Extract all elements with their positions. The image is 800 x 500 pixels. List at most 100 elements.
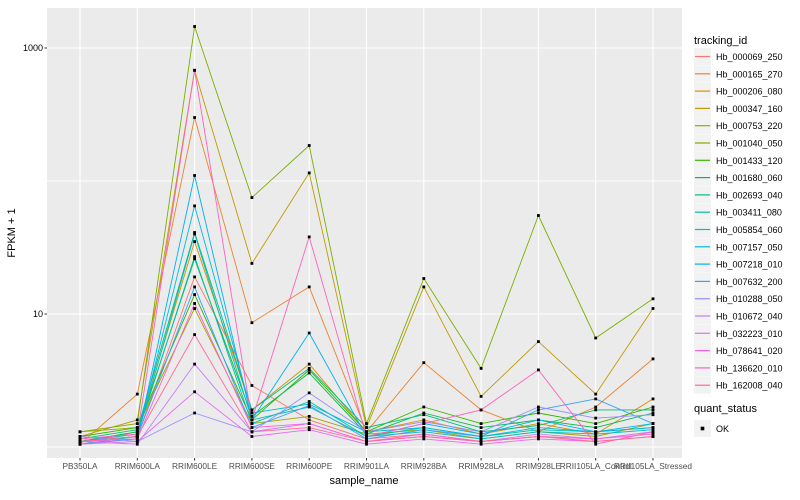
data-point-Hb_136620_010-PB350LA <box>78 437 82 441</box>
data-point-Hb_001040_050-RRIM600PE <box>307 144 311 147</box>
data-point-Hb_007632_200-RRIM901LA <box>365 437 368 441</box>
x-tick-label-RRIM600PE: RRIM600PE <box>286 461 333 471</box>
y-axis-title: FPKM + 1 <box>6 208 18 257</box>
legend-item-Hb_000069_250: Hb_000069_250 <box>694 48 783 65</box>
x-tick-labels: PB350LA RRIM600LA RRIM600LE RRIM600SE RRIM60… <box>62 461 692 471</box>
data-point-Hb_162008_040-RRIM928LE <box>537 435 540 438</box>
data-point-Hb_000206_080-RRIM928BA <box>422 418 426 422</box>
data-point-Hb_001040_050-RRIM600LE <box>193 25 196 28</box>
data-point-Hb_007218_010-RRII105LA_Stressed <box>651 426 655 429</box>
data-point-Hb_003411_080-RRIM600PE <box>307 400 311 403</box>
data-point-Hb_001433_120-RRIM600PE <box>307 368 311 372</box>
data-point-Hb_003411_080-RRIM600SE <box>250 422 254 425</box>
legend-item-Hb_010288_050: Hb_010288_050 <box>694 290 783 308</box>
legend-item-Hb_001040_050: Hb_001040_050 <box>694 134 783 152</box>
data-point-Hb_078641_020-RRIM600LA <box>135 437 139 441</box>
legend-item-Hb_162008_040: Hb_162008_040 <box>694 376 783 394</box>
data-points <box>78 25 655 446</box>
data-point-Hb_000347_160-RRII105LA_Control <box>594 392 598 396</box>
data-point-Hb_162008_040-RRIM928LA <box>479 440 483 443</box>
y-tick-label-1000: 1000 <box>23 43 43 53</box>
legend-item-Hb_000165_270: Hb_000165_270 <box>694 65 783 83</box>
legend-item-Hb_078641_020: Hb_078641_020 <box>694 342 783 360</box>
data-point-Hb_136620_010-RRIM600LE <box>193 68 196 72</box>
quant-status-point-icon <box>700 426 705 431</box>
data-point-Hb_001680_060-RRIM928BA <box>422 411 426 415</box>
data-point-Hb_001040_050-RRIM901LA <box>365 422 368 425</box>
data-point-Hb_000347_160-RRIM600SE <box>250 262 254 265</box>
data-point-Hb_032223_010-RRIM600LE <box>193 390 196 394</box>
data-point-Hb_005854_060-RRIM600LE <box>193 232 196 236</box>
data-point-Hb_010288_050-RRIM928LA <box>479 430 483 434</box>
data-point-Hb_000347_160-RRIM928LA <box>479 395 483 398</box>
data-point-Hb_007632_200-RRIM928BA <box>422 428 426 432</box>
legend-label: Hb_032223_010 <box>716 329 783 339</box>
data-point-Hb_002693_040-RRIM901LA <box>365 426 368 429</box>
legend-item-Hb_003411_080: Hb_003411_080 <box>694 203 782 221</box>
x-tick-label-PB350LA: PB350LA <box>62 461 98 471</box>
data-point-Hb_001040_050-RRIM928BA <box>422 277 426 280</box>
data-point-Hb_000347_160-RRIM928LE <box>537 340 540 343</box>
legend-label: Hb_001680_060 <box>716 173 783 183</box>
data-point-Hb_162008_040-RRIM600PE <box>307 426 311 429</box>
data-point-Hb_136620_010-RRIM600PE <box>307 235 311 239</box>
legend-item-Hb_001433_120: Hb_001433_120 <box>694 151 783 169</box>
data-point-Hb_007157_050-RRIM928LE <box>537 426 540 429</box>
x-tick-label-RRIM928BA: RRIM928BA <box>401 461 448 471</box>
data-point-Hb_000753_220-RRII105LA_Control <box>594 435 598 438</box>
data-point-Hb_007218_010-RRII105LA_Control <box>594 430 598 434</box>
data-point-Hb_136620_010-RRIM901LA <box>365 435 368 438</box>
data-point-Hb_001040_050-RRIM928LA <box>479 367 483 370</box>
data-point-Hb_001680_060-RRIM600SE <box>250 415 254 418</box>
data-point-Hb_000347_160-RRIM600PE <box>307 171 311 175</box>
legend-label: Hb_007632_200 <box>716 277 783 287</box>
legend-item-Hb_005854_060: Hb_005854_060 <box>694 221 783 238</box>
data-point-Hb_002693_040-RRIM600PE <box>307 367 311 370</box>
data-point-Hb_010288_050-PB350LA <box>78 435 82 438</box>
data-point-Hb_005854_060-RRIM928LA <box>479 437 483 441</box>
data-point-Hb_007632_200-RRIM600LE <box>193 285 196 289</box>
data-point-Hb_010288_050-RRII105LA_Stressed <box>651 413 655 417</box>
data-point-Hb_032223_010-RRIM901LA <box>365 442 368 446</box>
legend-label: Hb_003411_080 <box>716 208 782 218</box>
legend-label: Hb_078641_020 <box>716 346 783 356</box>
data-point-Hb_005854_060-RRIM928BA <box>422 430 426 434</box>
data-point-Hb_001433_120-RRIM928LA <box>479 422 483 425</box>
quant-status-items: OK <box>694 420 729 437</box>
data-point-Hb_007218_010-RRIM928LA <box>479 432 483 436</box>
data-point-Hb_032223_010-RRIM600SE <box>250 435 254 438</box>
data-point-Hb_032223_010-PB350LA <box>78 442 82 446</box>
x-tick-label-RRII105LA_Control: RRII105LA_Control <box>560 461 632 471</box>
data-point-Hb_001433_120-RRII105LA_Stressed <box>651 405 655 409</box>
data-point-Hb_001433_120-RRIM600LA <box>135 426 139 429</box>
legend-title-quant-status: quant_status <box>694 403 757 415</box>
data-point-Hb_136620_010-RRII105LA_Stressed <box>651 430 655 434</box>
data-point-Hb_000165_270-RRIM600LE <box>193 116 196 119</box>
legend-label: Hb_010288_050 <box>716 294 783 304</box>
legend-label: Hb_000206_080 <box>716 87 783 97</box>
legend-items: Hb_000069_250 Hb_000165_270 Hb_000206_080 H… <box>694 48 783 394</box>
data-point-Hb_001680_060-RRIM600LE <box>193 257 196 261</box>
data-point-Hb_010288_050-RRIM600LE <box>193 411 196 415</box>
legend-label: Hb_000165_270 <box>716 69 783 79</box>
quant-status-label: OK <box>716 424 729 434</box>
x-tick-label-RRIM600LE: RRIM600LE <box>172 461 218 471</box>
data-point-Hb_032223_010-RRIM600LA <box>135 440 139 443</box>
data-point-Hb_000206_080-RRIM600LE <box>193 240 196 243</box>
data-point-Hb_007632_200-RRII105LA_Stressed <box>651 422 655 425</box>
data-point-Hb_000347_160-RRII105LA_Stressed <box>651 307 655 310</box>
legend-item-Hb_001680_060: Hb_001680_060 <box>694 169 783 187</box>
legend-label: Hb_005854_060 <box>716 225 783 235</box>
data-point-Hb_000165_270-RRIM600PE <box>307 285 311 289</box>
data-point-Hb_007632_200-RRIM600PE <box>307 404 311 407</box>
data-point-Hb_007157_050-RRIM928BA <box>422 426 426 429</box>
data-point-Hb_001040_050-RRIM928LE <box>537 214 540 217</box>
legend-item-Hb_007632_200: Hb_007632_200 <box>694 272 783 290</box>
data-point-Hb_007157_050-RRIM600LE <box>193 204 196 208</box>
data-point-Hb_001433_120-RRIM600LE <box>193 293 196 296</box>
axis-ticks <box>44 47 654 461</box>
data-point-Hb_032223_010-RRIM928LA <box>479 442 483 446</box>
data-point-Hb_001040_050-RRII105LA_Stressed <box>651 297 655 301</box>
